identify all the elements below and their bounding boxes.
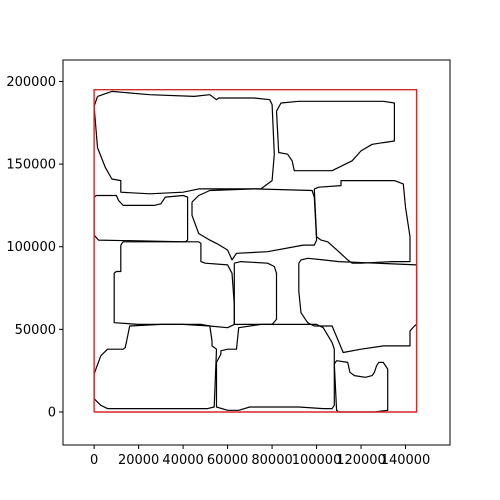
block-outline-10 [215, 323, 335, 411]
y-tick-label: 200000 [6, 75, 56, 90]
block-outline-7 [233, 261, 278, 325]
plot-content [93, 90, 418, 413]
block-outline-8 [298, 257, 418, 354]
block-outline-5 [313, 180, 411, 264]
block-outline-9 [93, 323, 218, 410]
block-outline-6 [113, 241, 235, 329]
block-outline-4 [191, 188, 318, 261]
x-tick-label: 40000 [162, 453, 203, 468]
block-outline-2 [275, 100, 395, 172]
boundary-rectangle [93, 89, 418, 413]
x-tick-label: 0 [90, 453, 98, 468]
y-tick-label: 150000 [6, 158, 56, 173]
x-tick-label: 120000 [336, 453, 386, 468]
boundary-layer [93, 89, 418, 413]
y-tick-label: 50000 [15, 323, 56, 338]
y-tick-label: 100000 [6, 240, 56, 255]
x-tick-label: 100000 [292, 453, 342, 468]
x-tick-label: 20000 [118, 453, 159, 468]
block-outline-11 [333, 360, 389, 413]
axes-frame [62, 59, 451, 446]
x-tick-label: 80000 [251, 453, 292, 468]
block-outline-3 [93, 194, 189, 243]
block-outline-1 [93, 90, 275, 195]
x-tick-label: 140000 [381, 453, 431, 468]
y-tick-label: 0 [48, 405, 56, 420]
y-axis: 0 50000 100000 150000 200000 [6, 75, 63, 420]
x-tick-label: 60000 [207, 453, 248, 468]
